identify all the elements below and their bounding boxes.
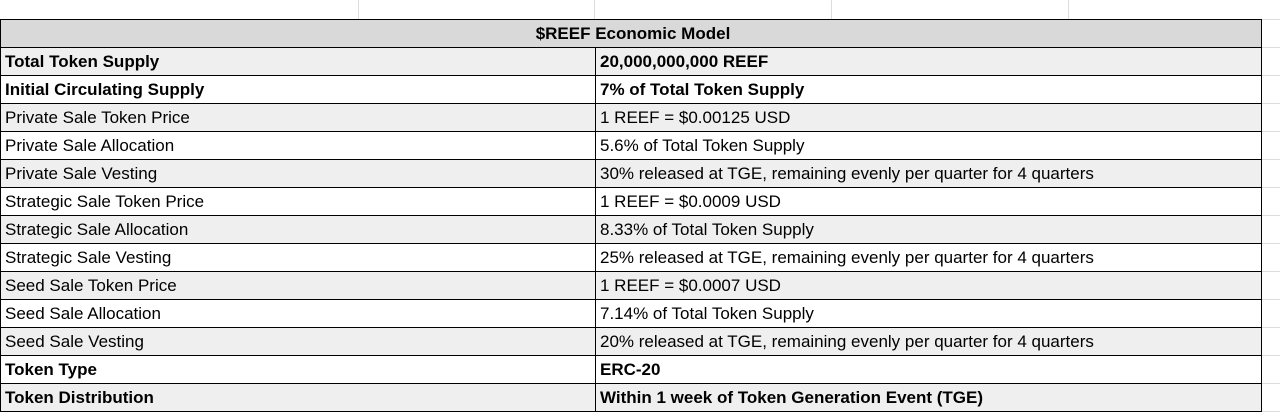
gridline bbox=[1262, 411, 1280, 412]
gridline bbox=[1262, 47, 1280, 48]
gridline bbox=[1262, 131, 1280, 132]
table-row: Token Type ERC-20 bbox=[0, 355, 1262, 384]
gridline bbox=[1262, 19, 1280, 20]
table-row: Seed Sale Allocation 7.14% of Total Token… bbox=[0, 299, 1262, 328]
row-label-cell[interactable]: Private Sale Token Price bbox=[0, 103, 596, 132]
row-value-cell[interactable]: ERC-20 bbox=[595, 355, 1262, 384]
table-row: Token Distribution Within 1 week of Token… bbox=[0, 383, 1262, 412]
row-label-cell[interactable]: Total Token Supply bbox=[0, 47, 596, 76]
table-row: Strategic Sale Token Price 1 REEF = $0.00… bbox=[0, 187, 1262, 216]
table-row: Total Token Supply 20,000,000,000 REEF bbox=[0, 47, 1262, 76]
gridline bbox=[1262, 327, 1280, 328]
gridline bbox=[1262, 75, 1280, 76]
table-row: Seed Sale Vesting 20% released at TGE, re… bbox=[0, 327, 1262, 356]
row-label-cell[interactable]: Strategic Sale Token Price bbox=[0, 187, 596, 216]
table-row: Strategic Sale Vesting 25% released at TG… bbox=[0, 243, 1262, 272]
gridline bbox=[1262, 243, 1280, 244]
row-value-cell[interactable]: 7% of Total Token Supply bbox=[595, 75, 1262, 104]
gridline bbox=[831, 0, 832, 19]
row-label-cell[interactable]: Initial Circulating Supply bbox=[0, 75, 596, 104]
row-label-cell[interactable]: Seed Sale Token Price bbox=[0, 271, 596, 300]
gridline bbox=[1262, 187, 1280, 188]
row-value-cell[interactable]: 7.14% of Total Token Supply bbox=[595, 299, 1262, 328]
gridline bbox=[1068, 0, 1069, 19]
row-value-cell[interactable]: 5.6% of Total Token Supply bbox=[595, 131, 1262, 160]
table-row: Private Sale Token Price 1 REEF = $0.0012… bbox=[0, 103, 1262, 132]
table-row: Private Sale Vesting 30% released at TGE,… bbox=[0, 159, 1262, 188]
table-title-row: $REEF Economic Model bbox=[0, 19, 1262, 48]
row-value-cell[interactable]: 1 REEF = $0.00125 USD bbox=[595, 103, 1262, 132]
row-value-cell[interactable]: 20% released at TGE, remaining evenly pe… bbox=[595, 327, 1262, 356]
row-label-cell[interactable]: Private Sale Allocation bbox=[0, 131, 596, 160]
row-value-cell[interactable]: 1 REEF = $0.0009 USD bbox=[595, 187, 1262, 216]
right-gutter bbox=[1262, 19, 1280, 416]
table-row: Private Sale Allocation 5.6% of Total Tok… bbox=[0, 131, 1262, 160]
row-label-cell[interactable]: Seed Sale Allocation bbox=[0, 299, 596, 328]
row-label-cell[interactable]: Token Type bbox=[0, 355, 596, 384]
gridline bbox=[358, 0, 359, 19]
economic-model-table: $REEF Economic Model Total Token Supply 2… bbox=[0, 19, 1262, 412]
table-row: Initial Circulating Supply 7% of Total To… bbox=[0, 75, 1262, 104]
gridline bbox=[1262, 355, 1280, 356]
row-label-cell[interactable]: Seed Sale Vesting bbox=[0, 327, 596, 356]
gridline bbox=[1262, 103, 1280, 104]
row-label-cell[interactable]: Private Sale Vesting bbox=[0, 159, 596, 188]
gridline bbox=[1262, 159, 1280, 160]
row-label-cell[interactable]: Token Distribution bbox=[0, 383, 596, 412]
row-label-cell[interactable]: Strategic Sale Allocation bbox=[0, 215, 596, 244]
row-label-cell[interactable]: Strategic Sale Vesting bbox=[0, 243, 596, 272]
table-title[interactable]: $REEF Economic Model bbox=[0, 19, 1262, 48]
gridline bbox=[1262, 215, 1280, 216]
row-value-cell[interactable]: 25% released at TGE, remaining evenly pe… bbox=[595, 243, 1262, 272]
row-value-cell[interactable]: 8.33% of Total Token Supply bbox=[595, 215, 1262, 244]
gridline bbox=[1262, 271, 1280, 272]
gridline bbox=[594, 0, 595, 19]
row-value-cell[interactable]: Within 1 week of Token Generation Event … bbox=[595, 383, 1262, 412]
row-value-cell[interactable]: 1 REEF = $0.0007 USD bbox=[595, 271, 1262, 300]
gridline bbox=[1262, 299, 1280, 300]
gridline bbox=[1262, 383, 1280, 384]
row-value-cell[interactable]: 30% released at TGE, remaining evenly pe… bbox=[595, 159, 1262, 188]
empty-cell-row bbox=[0, 0, 1280, 20]
row-value-cell[interactable]: 20,000,000,000 REEF bbox=[595, 47, 1262, 76]
table-row: Strategic Sale Allocation 8.33% of Total … bbox=[0, 215, 1262, 244]
table-row: Seed Sale Token Price 1 REEF = $0.0007 US… bbox=[0, 271, 1262, 300]
